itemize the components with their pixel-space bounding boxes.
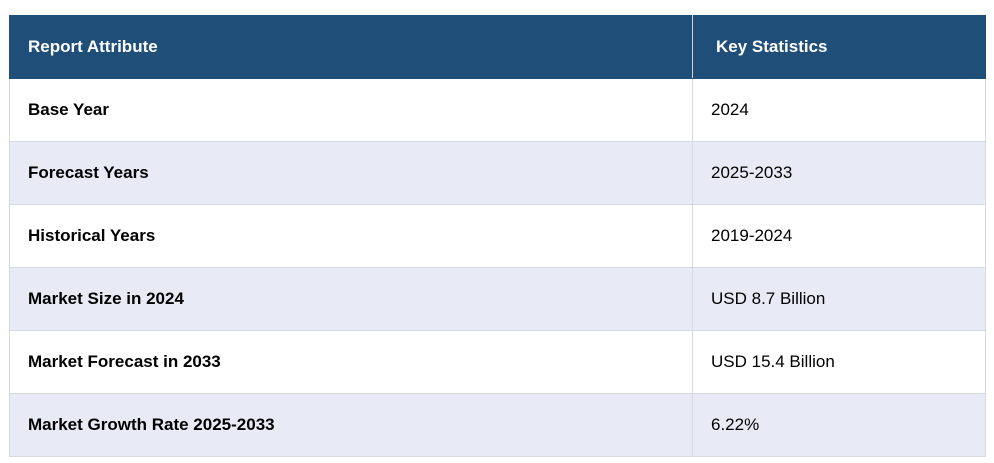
row-value: 6.22% (692, 393, 986, 457)
header-report-attribute: Report Attribute (9, 15, 693, 79)
table-row: Forecast Years 2025-2033 (9, 141, 986, 205)
row-value: 2019-2024 (692, 204, 986, 268)
row-attribute: Forecast Years (9, 141, 693, 205)
row-value: USD 8.7 Billion (692, 267, 986, 331)
row-value: 2025-2033 (692, 141, 986, 205)
row-attribute: Base Year (9, 78, 693, 142)
report-attributes-table-container: Report Attribute Key Statistics Base Yea… (9, 15, 986, 457)
table-row: Base Year 2024 (9, 78, 986, 142)
header-key-statistics: Key Statistics (692, 15, 986, 79)
table-row: Market Forecast in 2033 USD 15.4 Billion (9, 330, 986, 394)
report-attributes-table: Report Attribute Key Statistics Base Yea… (9, 15, 986, 457)
table-row: Market Size in 2024 USD 8.7 Billion (9, 267, 986, 331)
row-attribute: Market Size in 2024 (9, 267, 693, 331)
row-attribute: Market Forecast in 2033 (9, 330, 693, 394)
row-attribute: Market Growth Rate 2025-2033 (9, 393, 693, 457)
row-value: USD 15.4 Billion (692, 330, 986, 394)
table-row: Market Growth Rate 2025-2033 6.22% (9, 393, 986, 457)
table-header-row: Report Attribute Key Statistics (9, 15, 986, 79)
table-row: Historical Years 2019-2024 (9, 204, 986, 268)
row-attribute: Historical Years (9, 204, 693, 268)
row-value: 2024 (692, 78, 986, 142)
